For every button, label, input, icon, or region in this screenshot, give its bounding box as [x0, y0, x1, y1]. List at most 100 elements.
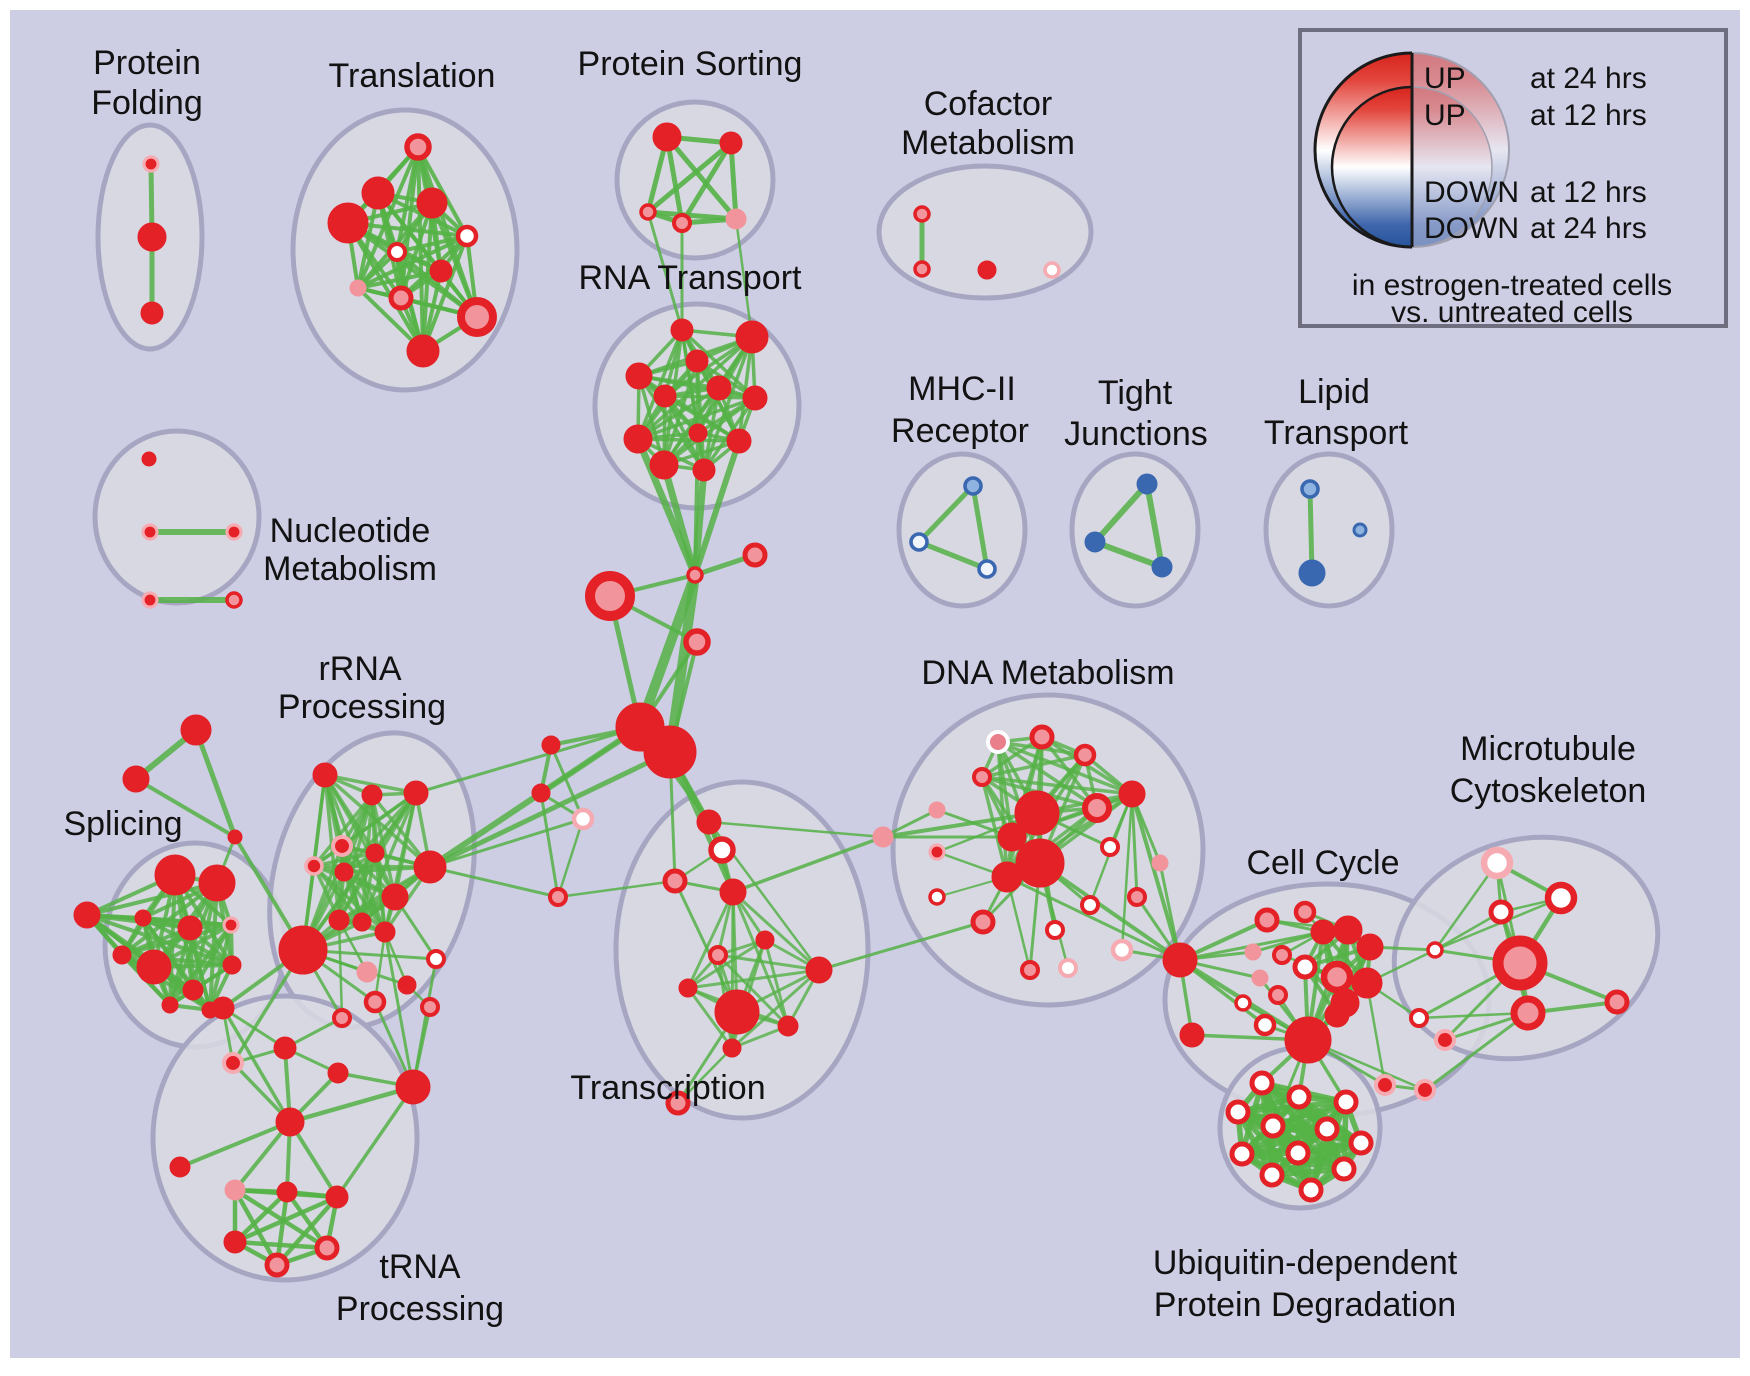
node-139-redpink: [1020, 960, 1040, 980]
node-17-redpink: [672, 213, 692, 233]
cluster-label: Processing: [336, 1290, 504, 1328]
node-35-red: [141, 451, 157, 467]
node-112-redpink: [708, 945, 728, 965]
legend-down12-time: at 12 hrs: [1530, 176, 1647, 209]
cluster-label: Folding: [91, 84, 203, 122]
edge: [707, 820, 885, 839]
edge: [734, 217, 754, 339]
edge: [664, 134, 739, 222]
edge: [996, 740, 1099, 810]
node-42-bluewhite: [977, 559, 997, 579]
node-108-redwhite: [708, 836, 736, 864]
node-132-pink: [1151, 854, 1169, 872]
edge: [881, 811, 1039, 839]
node-123-pink: [928, 801, 946, 819]
node-167-redpink: [1510, 995, 1546, 1031]
node-83-red: [381, 883, 409, 911]
cluster-label: Receptor: [891, 412, 1029, 450]
node-157-red: [1284, 1016, 1332, 1064]
cluster-label: Microtubule: [1460, 730, 1636, 768]
node-18-pink: [725, 208, 747, 230]
node-164-redwhite: [1488, 899, 1514, 925]
node-1-red: [137, 222, 167, 252]
node-60-red: [180, 714, 212, 746]
node-118-redpink: [665, 1090, 691, 1116]
cluster-trna-processing: [150, 993, 420, 1283]
node-15-red: [719, 131, 743, 155]
edge: [663, 394, 741, 443]
node-75-red: [312, 762, 338, 788]
edge: [430, 201, 479, 319]
node-155-redwhite: [1234, 994, 1252, 1012]
edge: [662, 396, 757, 467]
node-109-redpink: [662, 868, 688, 894]
cluster-label: RNA Transport: [579, 259, 803, 297]
legend-footer-line1: in estrogen-treated cells: [1352, 269, 1672, 302]
edge: [232, 1187, 330, 1251]
legend-up24-time: at 24 hrs: [1530, 62, 1647, 95]
node-16-redpink: [639, 203, 657, 221]
node-180-redwhite: [1331, 1156, 1357, 1182]
cluster-label: Cell Cycle: [1246, 844, 1399, 882]
cluster-tight-junctions: [1069, 451, 1201, 609]
node-88-redwhite: [426, 949, 446, 969]
edge: [731, 835, 885, 894]
node-165-redwhite: [1426, 941, 1444, 959]
node-29-red: [742, 385, 768, 411]
node-124-red: [1118, 780, 1146, 808]
legend-fade-overlay: [1412, 50, 1522, 252]
node-133-redpink: [1127, 887, 1147, 907]
edge: [134, 777, 237, 839]
cluster-label: Cofactor: [924, 85, 1053, 123]
node-181-redwhite: [1259, 1162, 1285, 1188]
node-72-red: [222, 955, 242, 975]
edge: [1005, 875, 1032, 972]
edge: [193, 727, 238, 840]
node-98-red: [395, 1069, 431, 1105]
node-20-redpink: [913, 260, 931, 278]
node-78-pinkred: [330, 834, 354, 858]
edge: [1433, 861, 1499, 952]
node-175-redwhite: [1260, 1113, 1286, 1139]
node-125-redpink: [1082, 793, 1112, 823]
edge: [411, 957, 438, 1089]
legend: UP at 24 hrs UP at 12 hrs DOWN at 12 hrs…: [1298, 28, 1728, 329]
edge: [679, 140, 734, 226]
node-177-redwhite: [1348, 1130, 1374, 1156]
edge: [693, 431, 700, 577]
edge: [356, 145, 420, 290]
edge: [636, 328, 684, 441]
node-102-red: [276, 1181, 298, 1203]
node-30-red: [688, 423, 708, 443]
node-149-redwhite: [1292, 954, 1318, 980]
edge: [312, 851, 377, 868]
cluster-label: Metabolism: [901, 124, 1075, 162]
node-138-pinkwhite: [1110, 938, 1134, 962]
edge: [312, 793, 374, 868]
legend-inner-right-outline: [1411, 86, 1493, 248]
edge: [664, 134, 685, 226]
node-119-whitepink: [986, 730, 1010, 754]
cluster-label: Splicing: [63, 805, 182, 843]
edge: [373, 851, 387, 934]
node-65-red: [73, 901, 101, 929]
node-122-redpink: [972, 767, 992, 787]
edge: [356, 234, 469, 290]
edge: [1005, 875, 1182, 962]
node-23-red: [670, 318, 694, 342]
node-174-redwhite: [1225, 1099, 1251, 1125]
node-73-red: [161, 996, 179, 1014]
edge: [1130, 792, 1182, 962]
edge: [636, 396, 757, 441]
cluster-label: Transport: [1264, 414, 1409, 452]
node-11-redpink: [388, 285, 414, 311]
cluster-mhc-ii-receptor: [896, 451, 1028, 609]
edge: [337, 918, 344, 1020]
edge: [1239, 1126, 1330, 1157]
node-146-red: [1310, 919, 1336, 945]
edge: [730, 968, 821, 1050]
edge: [980, 775, 1009, 879]
edge: [335, 1085, 415, 1199]
